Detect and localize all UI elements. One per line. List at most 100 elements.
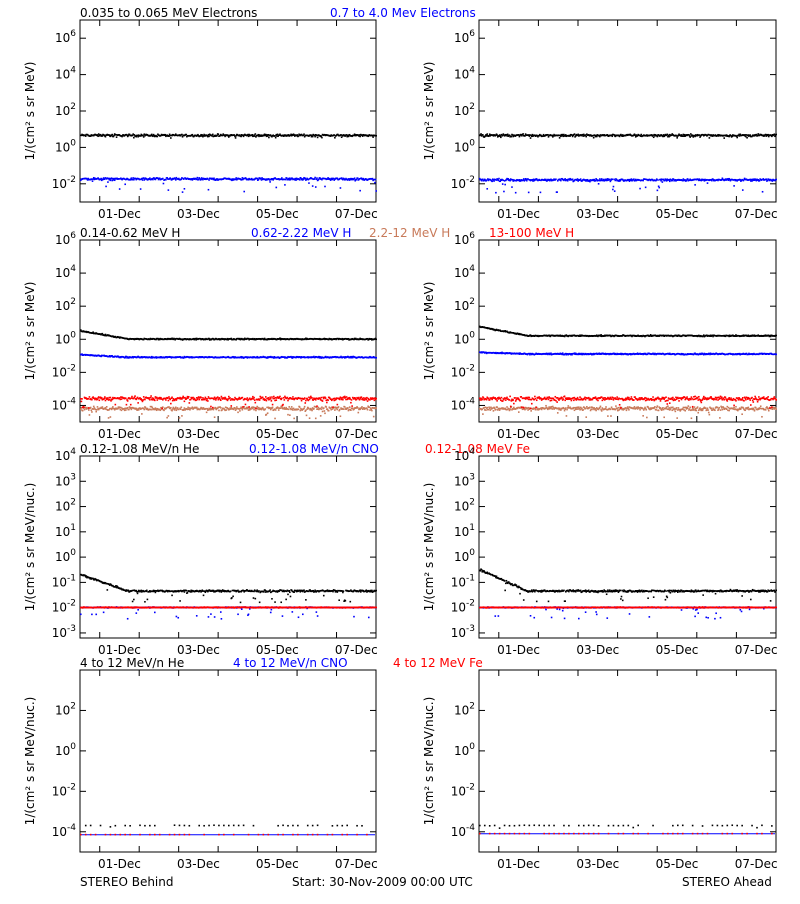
data-point <box>156 399 158 401</box>
data-point <box>293 408 295 410</box>
data-point <box>317 137 319 139</box>
x-tick-label: 01-Dec <box>98 207 141 221</box>
data-point <box>653 136 655 138</box>
data-point <box>266 400 268 402</box>
data-point <box>83 406 85 408</box>
data-point <box>337 404 339 406</box>
data-point <box>156 136 158 138</box>
data-point <box>102 406 104 408</box>
data-point <box>312 136 314 138</box>
data-point <box>275 137 277 139</box>
data-point <box>723 137 725 139</box>
data-point <box>133 137 135 139</box>
series-blue <box>80 353 377 359</box>
data-point <box>235 137 237 139</box>
data-point <box>210 406 212 408</box>
data-point <box>179 417 181 419</box>
data-point <box>170 407 172 409</box>
data-point <box>321 397 323 399</box>
data-point <box>255 410 257 412</box>
data-point <box>327 408 329 410</box>
data-point <box>500 136 502 138</box>
data-point <box>305 400 307 402</box>
data-point <box>275 399 277 401</box>
plot-frame <box>80 240 376 422</box>
plot-frame <box>479 20 776 202</box>
data-point <box>511 186 513 188</box>
data-point <box>309 399 311 401</box>
data-point <box>503 191 505 193</box>
series-black <box>80 133 377 139</box>
data-point <box>347 407 349 409</box>
data-point <box>775 179 777 181</box>
y-tick-label: 10-2 <box>451 363 475 379</box>
data-point <box>332 406 334 408</box>
data-point <box>236 406 238 408</box>
data-point <box>356 179 358 181</box>
data-point <box>189 402 191 404</box>
legend-entry: 13-100 MeV H <box>489 226 574 240</box>
data-point <box>108 417 110 419</box>
data-point <box>299 406 301 408</box>
data-point <box>242 407 244 409</box>
data-point <box>131 396 133 398</box>
data-point <box>116 136 118 138</box>
data-point <box>237 412 239 414</box>
data-point <box>212 134 214 136</box>
data-point <box>504 184 506 186</box>
data-point <box>593 137 595 139</box>
data-point <box>168 396 170 398</box>
x-tick-label: 03-Dec <box>576 207 619 221</box>
data-point <box>242 397 244 399</box>
y-tick-label: 106 <box>55 231 76 247</box>
data-point <box>357 177 359 179</box>
y-tick-label: 106 <box>454 29 475 45</box>
data-point <box>642 180 644 182</box>
data-point <box>90 409 92 411</box>
data-point <box>259 396 261 398</box>
data-point <box>350 402 352 404</box>
data-point <box>367 409 369 411</box>
data-point <box>150 409 152 411</box>
data-point <box>107 181 109 183</box>
data-point <box>182 396 184 398</box>
data-point <box>152 179 154 181</box>
x-tick-label: 07-Dec <box>335 207 378 221</box>
data-point <box>273 396 275 398</box>
data-point <box>215 399 217 401</box>
data-point <box>486 407 488 409</box>
data-point <box>134 395 136 397</box>
data-point <box>314 178 316 180</box>
data-point <box>285 179 287 181</box>
data-point <box>198 399 200 401</box>
data-point <box>89 414 91 416</box>
data-point <box>567 180 569 182</box>
data-point <box>746 137 748 139</box>
data-point <box>502 183 504 185</box>
data-point <box>733 185 735 187</box>
data-point <box>125 398 127 400</box>
data-point <box>124 183 126 185</box>
data-point <box>298 409 300 411</box>
data-point <box>707 182 709 184</box>
plot-frame <box>479 240 776 422</box>
data-point <box>311 397 313 399</box>
data-point <box>220 407 222 409</box>
data-point <box>321 408 323 410</box>
series-black <box>479 133 777 139</box>
x-tick-label: 07-Dec <box>735 207 778 221</box>
data-point <box>182 191 184 193</box>
data-point <box>278 409 280 411</box>
y-tick-label: 100 <box>55 138 76 154</box>
data-point <box>375 135 377 137</box>
data-point <box>281 398 283 400</box>
data-point <box>775 335 777 337</box>
data-point <box>280 407 282 409</box>
data-point <box>611 179 613 181</box>
data-point <box>88 409 90 411</box>
data-point <box>93 406 95 408</box>
data-point <box>375 338 377 340</box>
data-point <box>272 404 274 406</box>
data-point <box>85 135 87 137</box>
